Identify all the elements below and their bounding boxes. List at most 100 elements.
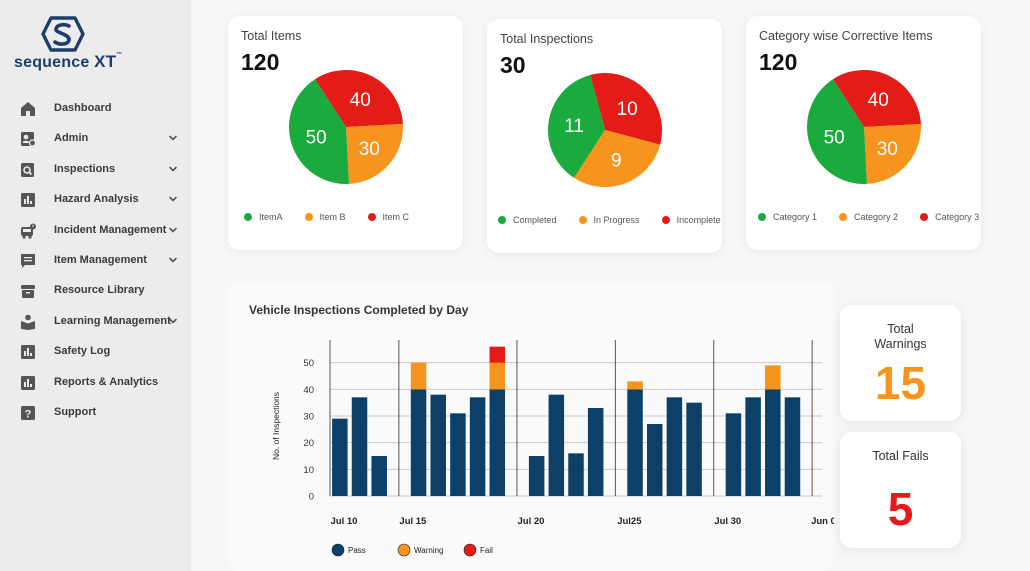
- pie-slice-category-2[interactable]: [864, 124, 921, 184]
- bar-chart-icon: [21, 193, 35, 208]
- pie-slice-item-a[interactable]: [289, 79, 349, 184]
- pie-data-label: 40: [350, 90, 371, 111]
- bar-pass[interactable]: [332, 418, 348, 496]
- bar-chart-icon: [21, 375, 35, 390]
- legend-swatch: [244, 213, 252, 221]
- legend-item[interactable]: Item C: [367, 212, 410, 222]
- sidebar-item-item-management[interactable]: Item Management: [0, 246, 191, 276]
- chevron-down-icon[interactable]: [168, 255, 178, 265]
- bar-pass[interactable]: [528, 456, 545, 496]
- sidebar-item-label: Inspections: [54, 162, 116, 175]
- pie-slice-item-c[interactable]: [314, 70, 403, 127]
- sidebar-item-support[interactable]: ? Support: [0, 398, 191, 428]
- legend-label: Item C: [382, 212, 410, 222]
- bar-pass[interactable]: [627, 389, 643, 496]
- inspections-bar-chart: 0 10 20 30 40 50 Jul 10 Jul 15 Jul 20 Jul25 Jul 30…: [271, 340, 834, 557]
- total-items-card: Total Items 120 40 30 50 ItemA Item B Item C: [228, 16, 463, 250]
- pie-data-label: 40: [868, 90, 889, 111]
- legend-label: Category 1: [773, 212, 818, 222]
- legend-label: Category 3: [935, 212, 980, 222]
- pie-legend: Completed In Progress Incomplete: [498, 215, 743, 225]
- bar-pass[interactable]: [548, 394, 565, 496]
- bar-pass[interactable]: [587, 408, 604, 496]
- bar-pass[interactable]: [568, 453, 584, 496]
- sidebar-item-label: Resource Library: [54, 284, 145, 297]
- legend-item[interactable]: Incomplete: [661, 215, 721, 225]
- chevron-down-icon[interactable]: [168, 133, 178, 143]
- legend-label-pass: Pass: [348, 546, 366, 555]
- sidebar-item-label: Item Management: [54, 253, 147, 266]
- sidebar-item-hazard-analysis[interactable]: Hazard Analysis: [0, 185, 191, 215]
- pie-data-label: 30: [877, 139, 898, 160]
- x-tick-label: Jul 30: [714, 516, 741, 527]
- chevron-down-icon[interactable]: [168, 316, 178, 326]
- legend-item[interactable]: ItemA: [244, 212, 283, 222]
- sequence-xt-logo[interactable]: sequence XT™: [14, 16, 124, 76]
- sidebar-item-learning-management[interactable]: Learning Management: [0, 307, 191, 337]
- total-warnings-card: Total Warnings 15: [840, 305, 961, 421]
- bar-warning[interactable]: [489, 362, 506, 390]
- sidebar-item-label: Dashboard: [54, 102, 112, 114]
- chevron-down-icon[interactable]: [168, 164, 178, 174]
- archive-box-icon: [21, 285, 35, 299]
- bar-pass[interactable]: [725, 413, 742, 496]
- bar-pass[interactable]: [686, 402, 702, 496]
- chevron-down-icon[interactable]: [168, 194, 178, 204]
- pie-slice-category-1[interactable]: [807, 79, 867, 184]
- bar-pass[interactable]: [430, 394, 446, 496]
- chart-title: Vehicle Inspections Completed by Day: [249, 303, 469, 317]
- bar-pass[interactable]: [784, 397, 801, 496]
- legend-swatch: [367, 213, 376, 221]
- legend-swatch-pass: [331, 543, 345, 557]
- bar-warning[interactable]: [627, 381, 643, 390]
- bar-warning[interactable]: [765, 365, 781, 390]
- total-fails-value: 5: [887, 483, 914, 535]
- pie-data-label: 30: [359, 139, 380, 160]
- bar-pass[interactable]: [410, 389, 427, 496]
- logo-wordmark: sequence XT™: [14, 52, 123, 71]
- legend-item[interactable]: Category 3: [920, 212, 979, 222]
- legend-swatch: [304, 213, 313, 221]
- total-inspections-pie: 10 9 11: [548, 73, 662, 187]
- legend-item[interactable]: Category 1: [758, 212, 817, 222]
- chevron-down-icon[interactable]: [168, 225, 178, 235]
- pie-slice-item-b[interactable]: [346, 124, 403, 184]
- x-tick-label: Jul25: [617, 516, 642, 527]
- bar-pass[interactable]: [450, 413, 466, 496]
- bar-pass[interactable]: [646, 424, 663, 496]
- sidebar-item-reports-analytics[interactable]: Reports & Analytics: [0, 368, 191, 398]
- legend-swatch: [578, 216, 587, 224]
- total-fails-card: Total Fails 5: [840, 432, 961, 548]
- card-value: 120: [759, 49, 798, 75]
- sidebar-item-resource-library[interactable]: Resource Library: [0, 276, 191, 306]
- pie-legend: Category 1 Category 2 Category 3: [758, 212, 1001, 222]
- admin-user-gear-icon: [21, 132, 36, 147]
- bar-pass[interactable]: [469, 397, 486, 496]
- total-warnings-value: 15: [874, 357, 927, 409]
- legend-item[interactable]: In Progress: [578, 215, 640, 225]
- sidebar-item-inspections[interactable]: Inspections: [0, 155, 191, 185]
- legend-item[interactable]: Item B: [304, 212, 346, 222]
- sidebar-item-safety-log[interactable]: Safety Log: [0, 337, 191, 367]
- pie-slice-in-progress[interactable]: [573, 130, 661, 187]
- bar-fail[interactable]: [489, 346, 506, 363]
- legend-item[interactable]: Completed: [498, 215, 557, 225]
- pie-slice-incomplete[interactable]: [590, 73, 662, 145]
- bar-pass[interactable]: [765, 389, 781, 496]
- bar-pass[interactable]: [745, 397, 761, 496]
- sidebar-item-dashboard[interactable]: Dashboard: [0, 94, 191, 124]
- legend-label: ItemA: [259, 212, 283, 222]
- bar-pass[interactable]: [489, 389, 506, 496]
- bar-pass[interactable]: [666, 397, 683, 496]
- bar-pass[interactable]: [371, 456, 387, 496]
- legend-item[interactable]: Category 2: [839, 212, 898, 222]
- legend-label-fail: Fail: [480, 546, 493, 555]
- pie-slice-category-3[interactable]: [832, 70, 921, 127]
- legend-swatch: [839, 213, 848, 221]
- question-icon: ?: [21, 405, 35, 420]
- pie-slice-completed[interactable]: [548, 74, 605, 178]
- sidebar-item-admin[interactable]: Admin: [0, 124, 191, 154]
- bar-pass[interactable]: [351, 397, 368, 496]
- sidebar-item-incident-management[interactable]: Incident Management: [0, 216, 191, 246]
- bar-warning[interactable]: [410, 362, 427, 390]
